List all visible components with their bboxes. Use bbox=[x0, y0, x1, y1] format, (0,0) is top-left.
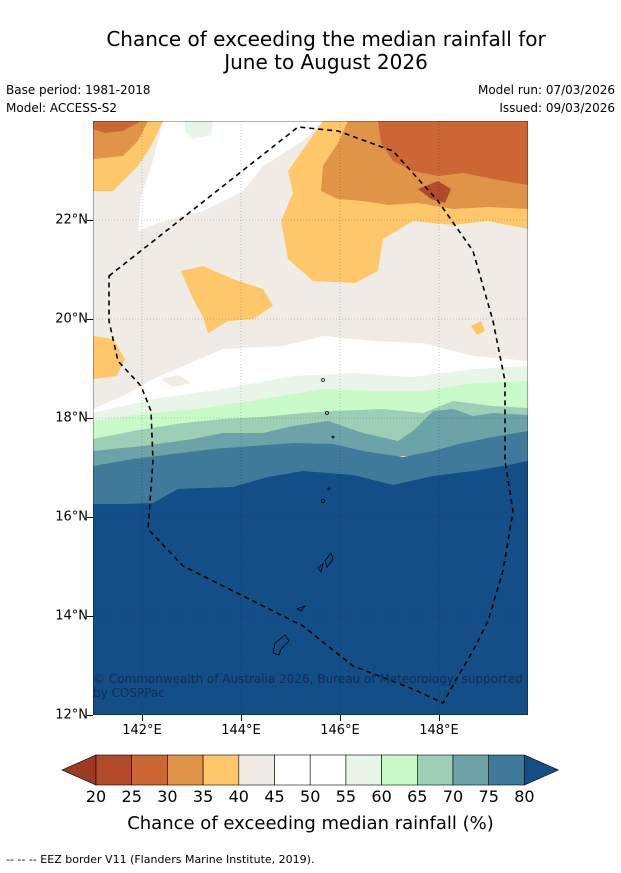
islands bbox=[272, 378, 335, 656]
island-pagan bbox=[325, 411, 329, 415]
eez-border bbox=[108, 126, 514, 705]
colorbar-cell bbox=[238, 754, 275, 786]
zone-35-left-edge bbox=[93, 336, 125, 379]
map-title: Chance of exceeding the median rainfall … bbox=[0, 28, 621, 74]
colorbar-cell bbox=[416, 754, 454, 786]
island-rota bbox=[296, 605, 307, 612]
y-tick-label: 18°N bbox=[55, 410, 88, 426]
colorbar-label: 75 bbox=[478, 787, 499, 806]
rainfall-map bbox=[93, 121, 528, 715]
model-run: Model run: 07/03/2026 bbox=[477, 83, 615, 97]
y-tick-label: 16°N bbox=[55, 509, 88, 525]
colorbar-label: 80 bbox=[514, 787, 535, 806]
x-tick-mark bbox=[142, 715, 143, 721]
x-tick-label: 144°E bbox=[221, 723, 261, 738]
y-tick-mark bbox=[87, 418, 93, 419]
colorbar-cell bbox=[309, 754, 347, 786]
colorbar-arrow-right bbox=[524, 754, 560, 786]
zone-80 bbox=[93, 461, 528, 715]
x-tick-label: 142°E bbox=[122, 723, 162, 738]
island-tinian bbox=[317, 562, 324, 573]
colorbar-label: 35 bbox=[192, 787, 214, 806]
colorbar-cell bbox=[381, 754, 418, 786]
zone-35-right-spot bbox=[471, 321, 485, 335]
colorbar-cell bbox=[452, 754, 490, 786]
colorbar-label: 30 bbox=[157, 787, 178, 806]
zone-45-streak bbox=[161, 375, 191, 387]
colorbar-label: 70 bbox=[442, 787, 464, 806]
zone-55-top bbox=[185, 121, 213, 139]
island-saipan bbox=[324, 552, 334, 568]
base-period: Base period: 1981-2018 bbox=[6, 83, 151, 97]
island-anatahan bbox=[321, 499, 325, 503]
zone-25-topright bbox=[378, 121, 528, 185]
colorbar-title: Chance of exceeding median rainfall (%) bbox=[127, 813, 494, 834]
title-line-1: Chance of exceeding the median rainfall … bbox=[106, 27, 546, 51]
colorbar-label: 55 bbox=[335, 787, 357, 806]
copyright-notice: © Commonwealth of Australia 2026, Bureau… bbox=[93, 672, 523, 700]
colorbar-label: 40 bbox=[228, 787, 249, 806]
x-tick-mark bbox=[439, 715, 440, 721]
eez-footnote: -- -- -- EEZ border V11 (Flanders Marine… bbox=[6, 853, 315, 866]
x-tick-label: 146°E bbox=[320, 723, 360, 738]
meta-left: Base period: 1981-2018 Model: ACCESS-S2 bbox=[6, 81, 151, 117]
colorbar-cell bbox=[167, 754, 204, 786]
colorbar-cell bbox=[131, 754, 168, 786]
island-sarigan bbox=[327, 487, 331, 491]
colorbar-cell bbox=[274, 754, 311, 786]
zone-35-midleft bbox=[181, 266, 273, 333]
colorbar-label: 65 bbox=[407, 787, 428, 806]
zone-20-spot bbox=[418, 181, 451, 203]
y-tick-label: 20°N bbox=[55, 311, 88, 327]
y-tick-mark bbox=[87, 616, 93, 617]
island-alamagan bbox=[331, 435, 335, 439]
x-tick-mark bbox=[241, 715, 242, 721]
y-tick-mark bbox=[87, 220, 93, 221]
colorbar-label: 45 bbox=[264, 787, 285, 806]
colorbar-cell bbox=[488, 754, 525, 786]
colorbar bbox=[61, 754, 560, 786]
colorbar-cell bbox=[345, 754, 382, 786]
island-guam bbox=[272, 634, 290, 656]
zone-50-hole bbox=[138, 121, 323, 231]
colorbar-label: 60 bbox=[371, 787, 392, 806]
issued-date: Issued: 09/03/2026 bbox=[499, 101, 615, 115]
colorbar-cell bbox=[95, 754, 133, 786]
island-agrihan bbox=[321, 378, 325, 382]
y-tick-mark bbox=[87, 319, 93, 320]
y-tick-label: 14°N bbox=[55, 608, 88, 624]
colorbar-arrow-left bbox=[61, 754, 97, 786]
y-tick-mark bbox=[87, 715, 93, 716]
colorbar-cell bbox=[202, 754, 240, 786]
title-line-2: June to August 2026 bbox=[224, 50, 428, 74]
y-tick-label: 22°N bbox=[55, 212, 88, 228]
model-name: Model: ACCESS-S2 bbox=[6, 101, 118, 115]
colorbar-label: 20 bbox=[85, 787, 107, 806]
zone-25-topleft bbox=[93, 121, 141, 133]
meta-right: Model run: 07/03/2026 Issued: 09/03/2026 bbox=[478, 81, 615, 117]
colorbar-label: 50 bbox=[300, 787, 321, 806]
y-tick-label: 12°N bbox=[55, 707, 88, 723]
y-tick-mark bbox=[87, 517, 93, 518]
x-tick-label: 148°E bbox=[419, 723, 459, 738]
gridlines bbox=[93, 121, 528, 715]
x-tick-mark bbox=[340, 715, 341, 721]
colorbar-label: 25 bbox=[121, 787, 142, 806]
